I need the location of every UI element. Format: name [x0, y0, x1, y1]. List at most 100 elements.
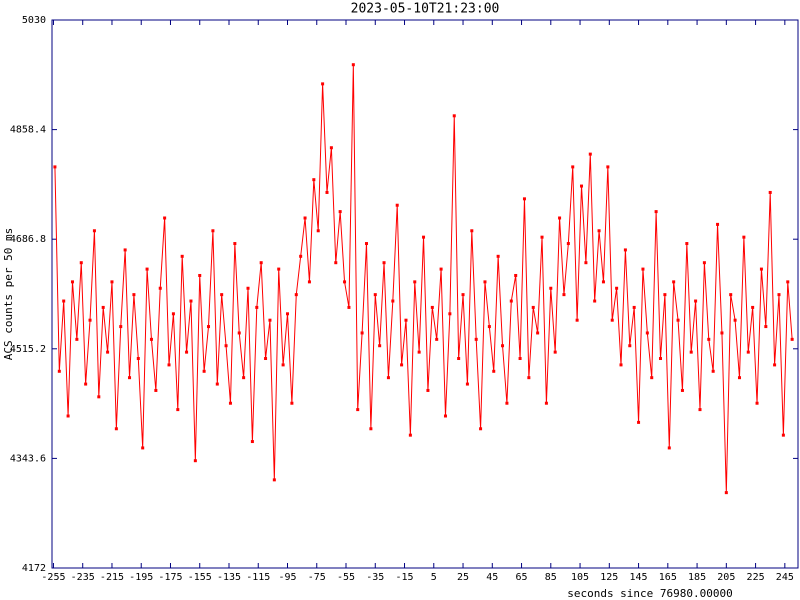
data-point: [746, 350, 750, 354]
data-point: [215, 382, 219, 386]
data-point: [88, 318, 92, 322]
x-tick-label: 225: [747, 572, 765, 583]
data-point: [185, 350, 189, 354]
data-point: [430, 305, 434, 309]
data-point: [272, 478, 276, 482]
x-tick-label: -35: [366, 572, 384, 583]
data-point: [347, 305, 351, 309]
data-point: [395, 203, 399, 207]
data-point: [369, 427, 373, 431]
data-point: [685, 242, 689, 246]
data-point: [667, 446, 671, 450]
data-point: [768, 190, 772, 194]
data-point: [228, 401, 232, 405]
y-tick-label: 4343.6: [10, 453, 46, 464]
data-point: [522, 197, 526, 201]
x-tick-label: -75: [308, 572, 326, 583]
data-point: [777, 293, 781, 297]
data-point: [597, 229, 601, 233]
x-tick-label: 145: [630, 572, 648, 583]
data-point: [180, 254, 184, 258]
chart-title: 2023-05-10T21:23:00: [351, 2, 500, 17]
data-point: [149, 337, 153, 341]
data-point: [553, 350, 557, 354]
data-point: [132, 293, 136, 297]
data-point: [250, 440, 254, 444]
x-tick-label: -155: [188, 572, 212, 583]
data-point: [312, 178, 316, 182]
data-point: [527, 376, 531, 380]
data-point: [606, 165, 610, 169]
data-point: [404, 318, 408, 322]
data-point: [145, 267, 149, 271]
data-point: [66, 414, 70, 418]
data-point: [501, 344, 505, 348]
data-point: [264, 357, 268, 361]
data-point: [790, 337, 794, 341]
data-point: [163, 216, 167, 220]
y-tick-label: 4172: [22, 563, 46, 574]
data-point: [536, 331, 540, 335]
data-point: [290, 401, 294, 405]
data-point: [483, 280, 487, 284]
data-point: [408, 433, 412, 437]
data-point: [470, 229, 474, 233]
data-point: [707, 337, 711, 341]
data-point: [281, 363, 285, 367]
data-point: [167, 363, 171, 367]
data-point: [610, 318, 614, 322]
data-point: [518, 357, 522, 361]
data-point: [659, 357, 663, 361]
data-point: [615, 286, 619, 290]
data-point: [729, 293, 733, 297]
data-point: [571, 165, 575, 169]
data-point: [584, 261, 588, 265]
y-tick-label: 5030: [22, 15, 46, 26]
data-point: [316, 229, 320, 233]
data-point: [123, 248, 127, 252]
data-point: [716, 222, 720, 226]
data-point: [286, 312, 290, 316]
y-tick-label: 4858.4: [10, 125, 46, 136]
y-tick-label: 4515.2: [10, 344, 46, 355]
data-point: [79, 261, 83, 265]
data-point: [575, 318, 579, 322]
data-point: [601, 280, 605, 284]
data-point: [680, 388, 684, 392]
data-point: [672, 280, 676, 284]
data-point: [136, 357, 140, 361]
data-point: [558, 216, 562, 220]
plot-frame: [51, 19, 799, 569]
x-tick-label: 165: [659, 572, 677, 583]
data-point: [84, 382, 88, 386]
data-point: [391, 299, 395, 303]
data-point: [356, 408, 360, 412]
x-tick-label: -135: [217, 572, 241, 583]
data-point: [207, 325, 211, 329]
data-point: [676, 318, 680, 322]
data-point: [233, 242, 237, 246]
x-tick-label: 45: [486, 572, 498, 583]
x-tick-label: 245: [776, 572, 794, 583]
data-point: [62, 299, 66, 303]
data-point: [92, 229, 96, 233]
data-point: [755, 401, 759, 405]
x-tick-label: 125: [600, 572, 618, 583]
data-point: [632, 305, 636, 309]
data-point: [505, 401, 509, 405]
data-point: [492, 369, 496, 373]
x-tick-label: -195: [129, 572, 153, 583]
data-point: [496, 254, 500, 258]
data-point: [70, 280, 74, 284]
data-point: [202, 369, 206, 373]
data-point: [307, 280, 311, 284]
data-point: [773, 363, 777, 367]
data-point: [334, 261, 338, 265]
x-tick-label: -215: [100, 572, 124, 583]
data-point: [720, 331, 724, 335]
data-point: [540, 235, 544, 239]
data-point: [751, 305, 755, 309]
data-point: [57, 369, 61, 373]
data-point: [698, 408, 702, 412]
